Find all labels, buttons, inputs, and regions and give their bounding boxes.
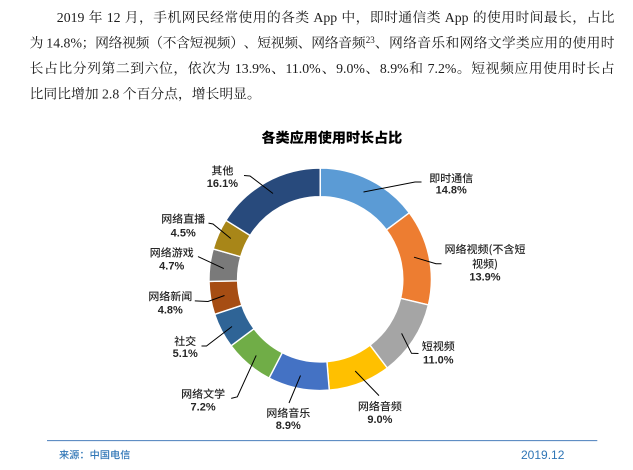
- svg-text:13.9%: 13.9%: [235, 61, 271, 76]
- svg-text:2019.12: 2019.12: [521, 448, 565, 462]
- svg-text:App: App: [313, 10, 337, 25]
- svg-text:16.1%: 16.1%: [207, 178, 238, 190]
- svg-text:13.9%: 13.9%: [469, 271, 500, 283]
- svg-text:9.0%: 9.0%: [367, 414, 392, 426]
- svg-text:4.5%: 4.5%: [171, 227, 196, 239]
- svg-text:14.8%: 14.8%: [436, 185, 467, 197]
- svg-text:12: 12: [107, 10, 121, 25]
- svg-text:2.8: 2.8: [102, 87, 119, 102]
- svg-text:7.2%: 7.2%: [428, 61, 457, 76]
- svg-text:2019: 2019: [57, 10, 85, 25]
- svg-text:9.0%: 9.0%: [336, 61, 365, 76]
- svg-text:11.0%: 11.0%: [286, 61, 322, 76]
- svg-text:5.1%: 5.1%: [173, 348, 198, 360]
- svg-text:7.2%: 7.2%: [191, 402, 216, 414]
- svg-text:11.0%: 11.0%: [423, 355, 454, 367]
- svg-text:App: App: [445, 10, 469, 25]
- svg-text:4.8%: 4.8%: [158, 305, 183, 317]
- svg-text:4.7%: 4.7%: [159, 260, 184, 272]
- svg-text:8.9%: 8.9%: [380, 61, 409, 76]
- svg-text:14.8%: 14.8%: [46, 36, 82, 51]
- svg-text:23: 23: [366, 35, 376, 45]
- svg-text:8.9%: 8.9%: [276, 420, 301, 432]
